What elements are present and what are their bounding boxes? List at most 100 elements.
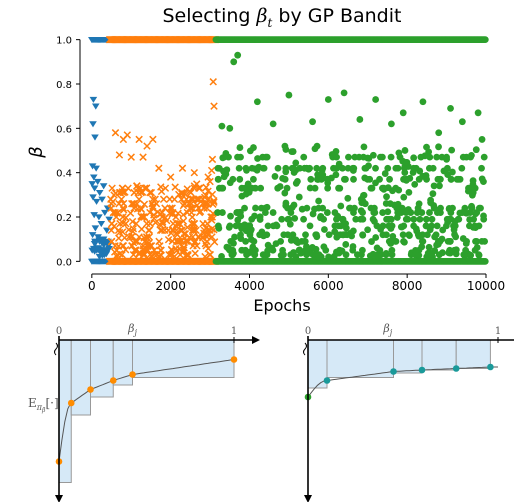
scatter-point	[209, 78, 217, 86]
scatter-point	[333, 215, 340, 223]
scatter-point	[355, 153, 363, 161]
scatter-point	[252, 204, 259, 212]
scatter-point	[158, 226, 166, 235]
scatter-point	[119, 206, 128, 214]
scatter-point	[288, 164, 296, 172]
scatter-point	[418, 209, 426, 216]
scatter-point	[403, 158, 411, 166]
scatter-point	[90, 212, 98, 219]
scatter-point	[359, 209, 366, 216]
axis-break-icon	[303, 342, 307, 356]
y-tick-label: 0.8	[56, 80, 72, 91]
scatter-point	[115, 234, 123, 242]
scatter-point	[303, 246, 311, 254]
scatter-point	[245, 188, 253, 196]
scatter-point	[259, 164, 267, 172]
scatter-point	[251, 184, 259, 192]
scatter-point	[285, 215, 293, 223]
scatter-point	[241, 221, 249, 229]
scatter-point	[112, 213, 121, 221]
scatter-point	[435, 143, 442, 151]
scatter-point	[285, 91, 293, 99]
y-tick-label: 0.4	[56, 169, 72, 180]
step-rect	[455, 339, 491, 369]
scatter-point	[245, 248, 253, 256]
scatter-point	[312, 231, 320, 239]
scatter-point	[396, 153, 404, 161]
scatter-point	[236, 208, 244, 216]
scatter-point	[340, 89, 348, 97]
scatter-point	[143, 142, 151, 150]
scatter-point	[472, 210, 479, 218]
scatter-point	[287, 209, 295, 216]
scatter-point	[88, 181, 97, 188]
scatter-point	[444, 237, 452, 245]
scatter-point	[350, 175, 357, 183]
scatter-point	[282, 164, 290, 172]
scatter-point	[463, 237, 471, 245]
scatter-point	[118, 184, 127, 192]
scatter-point	[475, 204, 483, 212]
scatter-point	[108, 219, 116, 228]
scatter-point	[178, 164, 187, 172]
scatter-point	[177, 195, 186, 204]
scatter-point	[311, 205, 318, 213]
scatter-point	[462, 209, 470, 217]
scatter-point	[360, 143, 368, 151]
scatter-point	[231, 233, 238, 241]
scatter-point	[399, 231, 407, 239]
scatter-point	[306, 184, 314, 192]
scatter-point	[331, 209, 339, 216]
scatter-point	[189, 242, 197, 250]
scatter-point	[208, 155, 217, 164]
scatter-point	[433, 153, 441, 161]
scatter-point	[230, 58, 238, 66]
scatter-point	[119, 135, 128, 144]
scatter-point	[172, 237, 181, 246]
scatter-point	[295, 193, 303, 201]
curve-point	[129, 371, 136, 378]
scatter-point	[201, 252, 209, 261]
scatter-point	[444, 171, 452, 178]
bottom-right-step-chart: 0 1 βj	[303, 322, 514, 502]
scatter-point	[166, 173, 175, 181]
scatter-point	[129, 224, 138, 233]
scatter-point	[146, 219, 154, 228]
scatter-point	[333, 233, 341, 241]
scatter-point	[478, 175, 486, 183]
scatter-point	[95, 189, 104, 197]
scatter-point	[458, 164, 466, 172]
scatter-point	[128, 232, 136, 240]
scatter-point	[88, 232, 97, 239]
scatter-point	[218, 252, 225, 260]
scatter-point	[190, 219, 198, 228]
scatter-point	[381, 170, 389, 177]
scatter-point	[236, 175, 244, 183]
scatter-point	[214, 222, 222, 230]
scatter-point	[168, 226, 177, 234]
scatter-point	[229, 175, 237, 183]
step-rect	[326, 339, 394, 378]
scatter-point	[426, 209, 433, 216]
scatter-point	[200, 229, 208, 237]
scatter-point	[435, 129, 443, 137]
scatter-point	[151, 195, 159, 204]
scatter-point	[443, 153, 450, 161]
scatter-point	[228, 251, 236, 259]
scatter-point	[401, 169, 409, 177]
scatter-point	[113, 252, 121, 261]
scatter-point	[135, 135, 143, 144]
scatter-point	[330, 252, 338, 260]
scatter-point	[142, 239, 150, 247]
scatter-point	[468, 151, 475, 159]
chart-title: Selecting βt by GP Bandit	[163, 5, 402, 30]
scatter-point	[127, 153, 135, 161]
scatter-point	[91, 134, 99, 141]
beta-j-label: βj	[382, 322, 392, 337]
scatter-point	[430, 204, 438, 212]
scatter-point	[313, 164, 321, 172]
scatter-point	[135, 195, 143, 204]
scatter-point	[226, 124, 234, 132]
scatter-point	[306, 222, 314, 230]
